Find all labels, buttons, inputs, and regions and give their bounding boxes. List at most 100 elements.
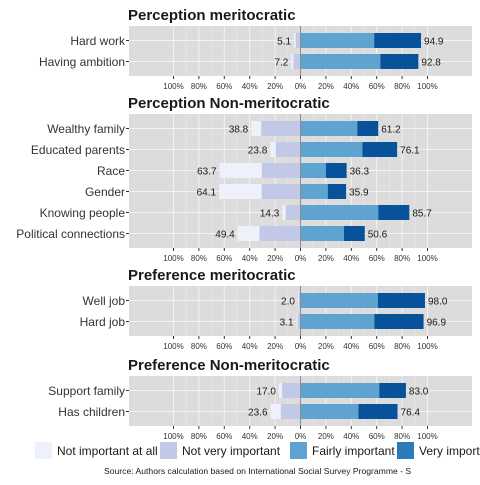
x-tick-label: 60%: [216, 432, 232, 441]
x-tick-label: 60%: [369, 254, 385, 263]
bar-segment-not-very-important: [275, 142, 301, 157]
data-label-left-total: 2.0: [281, 297, 295, 308]
bar-segment-not-important-at-all: [294, 33, 296, 48]
data-label-left-total: 49.4: [215, 230, 235, 241]
bar-segment-fairly-important: [300, 142, 363, 157]
x-tick-label: 80%: [191, 254, 207, 263]
bar-segment-very-important: [343, 226, 365, 241]
data-label-right-total: 94.9: [424, 37, 444, 48]
data-label-left-total: 23.8: [248, 146, 268, 157]
data-label-right-total: 61.2: [381, 125, 401, 136]
bar-segment-very-important: [379, 383, 406, 398]
category-label: Wealthy family: [47, 122, 125, 136]
panel-title: Perception meritocratic: [128, 7, 296, 24]
x-tick-label: 100%: [163, 82, 183, 91]
legend-label: Not very important: [182, 444, 281, 458]
bar-segment-very-important: [374, 33, 422, 48]
bar-segment-very-important: [374, 314, 424, 329]
source-note: Source: Authors calculation based on Int…: [104, 466, 411, 476]
x-tick-label: 60%: [369, 342, 385, 351]
data-label-left-total: 5.1: [277, 37, 291, 48]
bar-segment-not-very-important: [261, 163, 301, 178]
category-label: Hard job: [80, 315, 126, 329]
bar-segment-very-important: [358, 404, 398, 419]
category-label: Gender: [85, 185, 125, 199]
x-tick-label: 60%: [216, 82, 232, 91]
bar-segment-very-important: [325, 163, 347, 178]
bar-segment-not-important-at-all: [270, 404, 281, 419]
x-tick-label: 40%: [343, 432, 359, 441]
x-tick-label: 20%: [318, 432, 334, 441]
x-tick-label: 100%: [417, 82, 437, 91]
x-tick-label: 100%: [417, 254, 437, 263]
x-tick-label: 80%: [394, 432, 410, 441]
bar-segment-not-important-at-all: [237, 226, 260, 241]
x-tick-label: 80%: [191, 432, 207, 441]
legend-key: [160, 442, 177, 459]
x-tick-label: 20%: [318, 254, 334, 263]
data-label-right-total: 85.7: [412, 209, 432, 220]
bar-segment-not-very-important: [259, 226, 301, 241]
data-label-right-total: 50.6: [368, 230, 388, 241]
x-tick-label: 80%: [191, 342, 207, 351]
data-label-left-total: 3.1: [280, 318, 294, 329]
bar-segment-not-important-at-all: [270, 142, 276, 157]
data-label-left-total: 14.3: [260, 209, 280, 220]
category-label: Knowing people: [40, 206, 126, 220]
bar-segment-fairly-important: [300, 205, 379, 220]
legend-label: Not important at all: [57, 444, 158, 458]
data-label-left-total: 23.6: [248, 408, 268, 419]
data-label-right-total: 92.8: [421, 58, 441, 69]
data-label-left-total: 64.1: [197, 188, 217, 199]
data-label-left-total: 7.2: [274, 58, 288, 69]
data-label-left-total: 17.0: [256, 387, 276, 398]
bar-segment-fairly-important: [300, 33, 375, 48]
data-label-right-total: 35.9: [349, 188, 369, 199]
bar-segment-fairly-important: [300, 54, 381, 69]
bar-segment-fairly-important: [300, 383, 380, 398]
x-tick-label: 40%: [343, 82, 359, 91]
x-tick-label: 60%: [369, 82, 385, 91]
x-tick-label: 100%: [163, 342, 183, 351]
panel-title: Perception Non-meritocratic: [128, 95, 330, 112]
bar-segment-not-very-important: [280, 404, 301, 419]
bar-segment-not-important-at-all: [282, 205, 286, 220]
legend-key: [35, 442, 52, 459]
category-label: Having ambition: [39, 55, 125, 69]
x-tick-label: 40%: [242, 254, 258, 263]
bar-segment-very-important: [327, 184, 347, 199]
x-tick-label: 100%: [417, 432, 437, 441]
bar-segment-very-important: [362, 142, 398, 157]
x-tick-label: 40%: [242, 82, 258, 91]
legend-key: [290, 442, 307, 459]
x-tick-label: 40%: [343, 342, 359, 351]
legend-label: Very import: [419, 444, 480, 458]
panel-title: Preference Non-meritocratic: [128, 357, 330, 374]
x-tick-label: 20%: [318, 82, 334, 91]
bar-segment-not-very-important: [298, 293, 301, 308]
bar-segment-not-very-important: [297, 314, 301, 329]
bar-segment-very-important: [378, 205, 410, 220]
x-tick-label: 0%: [295, 342, 307, 351]
category-label: Political connections: [16, 227, 125, 241]
data-label-right-total: 98.0: [428, 297, 448, 308]
bar-segment-not-very-important: [282, 383, 301, 398]
x-tick-label: 0%: [295, 254, 307, 263]
bar-segment-fairly-important: [300, 404, 359, 419]
bar-segment-not-very-important: [293, 54, 301, 69]
x-tick-label: 40%: [242, 432, 258, 441]
x-tick-label: 80%: [394, 82, 410, 91]
x-tick-label: 40%: [242, 342, 258, 351]
x-tick-label: 20%: [267, 432, 283, 441]
bar-segment-fairly-important: [300, 226, 344, 241]
data-label-left-total: 63.7: [197, 167, 217, 178]
x-tick-label: 80%: [394, 254, 410, 263]
bar-segment-not-important-at-all: [219, 163, 262, 178]
category-label: Well job: [83, 294, 126, 308]
bar-segment-not-very-important: [295, 33, 301, 48]
x-tick-label: 60%: [216, 342, 232, 351]
category-label: Hard work: [70, 34, 126, 48]
x-tick-label: 20%: [267, 254, 283, 263]
